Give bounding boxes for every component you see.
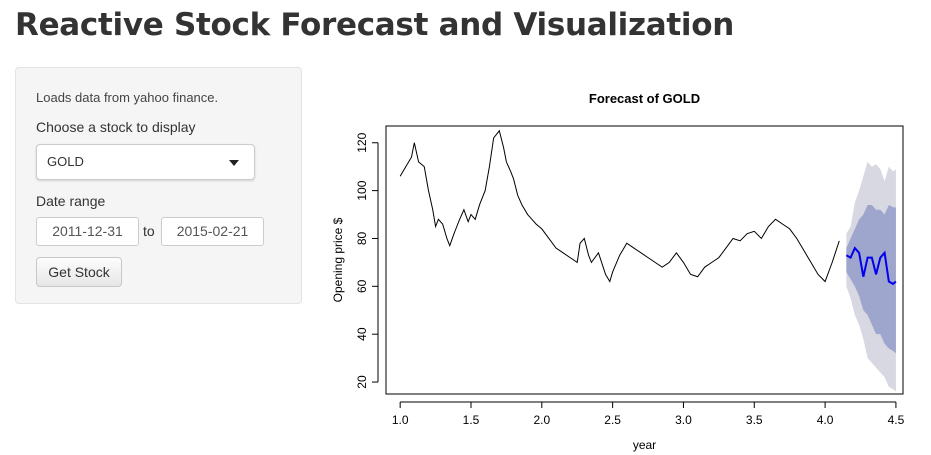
x-tick-label: 1.0 [392, 413, 409, 427]
date-range-label: Date range [36, 193, 106, 209]
x-tick-label: 3.5 [746, 413, 763, 427]
history-line [399, 129, 840, 283]
y-tick-label: 20 [355, 375, 369, 389]
x-tick-label: 1.5 [463, 413, 480, 427]
plot-frame [385, 125, 904, 395]
caret-down-icon [229, 160, 239, 166]
x-tick-label: 3.0 [675, 413, 692, 427]
x-tick-label: 4.0 [817, 413, 834, 427]
y-tick-label: 100 [355, 180, 369, 200]
y-tick-label: 40 [355, 327, 369, 341]
y-tick-label: 60 [355, 279, 369, 293]
stock-select-label: Choose a stock to display [36, 119, 196, 135]
end-date-input[interactable]: 2015-02-21 [161, 217, 264, 246]
y-axis-label: Opening price $ [331, 217, 345, 302]
y-tick-label: 120 [355, 132, 369, 152]
y-tick-label: 80 [355, 231, 369, 245]
sidebar-panel: Loads data from yahoo finance. Choose a … [15, 67, 302, 304]
x-tick-label: 2.0 [533, 413, 550, 427]
page-title: Reactive Stock Forecast and Visualizatio… [15, 7, 734, 43]
x-tick-label: 2.5 [604, 413, 621, 427]
forecast-chart: Forecast of GOLD 1.0 1.5 2.0 2.5 3.0 3.5 4.0 4.… [331, 91, 905, 452]
start-date-input[interactable]: 2011-12-31 [36, 217, 139, 246]
x-tick-label: 4.5 [888, 413, 905, 427]
forecast-band-80 [846, 204, 896, 354]
stock-select[interactable]: GOLD [36, 144, 255, 180]
forecast-line [845, 246, 897, 286]
x-axis-label: year [633, 438, 656, 452]
data-source-note: Loads data from yahoo finance. [36, 90, 219, 105]
get-stock-button[interactable]: Get Stock [36, 257, 122, 287]
chart-title: Forecast of GOLD [589, 91, 700, 106]
date-range-separator: to [143, 223, 155, 239]
stock-select-value: GOLD [47, 154, 84, 169]
